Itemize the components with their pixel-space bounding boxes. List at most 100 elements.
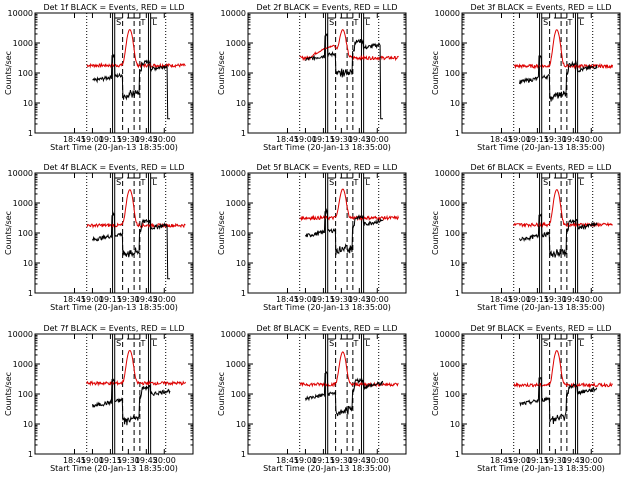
interval-label: T <box>566 178 572 187</box>
chart-panel-5: Det 5f BLACK = Events, RED = LLD Counts/s… <box>217 163 407 312</box>
y-tick-label: 100 <box>445 229 460 238</box>
y-tick-label: 1000 <box>13 39 33 48</box>
x-tick-label: 19:30 <box>544 135 567 144</box>
chart-panel-6: Det 6f BLACK = Events, RED = LLD Counts/s… <box>431 163 621 312</box>
x-tick-label: 20:00 <box>580 295 603 304</box>
x-axis-label: Start Time (20-Jan-13 18:35:00) <box>477 464 605 473</box>
events-series-black <box>305 207 384 256</box>
x-axis-label: Start Time (20-Jan-13 18:35:00) <box>477 303 605 312</box>
y-axis-label: Counts/sec <box>217 372 226 416</box>
x-axis-label: Start Time (20-Jan-13 18:35:00) <box>263 464 391 473</box>
x-tick-label: 18:45 <box>490 295 513 304</box>
lld-series-red <box>299 28 399 62</box>
interval-label: T <box>139 339 145 348</box>
y-axis-label: Counts/sec <box>431 211 440 255</box>
panel-title: Det 6f BLACK = Events, RED = LLD <box>470 163 611 172</box>
interval-label: S <box>116 339 121 348</box>
lld-series-red <box>513 350 613 389</box>
interval-label: S <box>543 339 548 348</box>
x-tick-label: 19:45 <box>562 456 585 465</box>
interval-label: S <box>329 18 334 27</box>
y-tick-label: 10 <box>23 99 33 108</box>
x-tick-label: 18:45 <box>490 135 513 144</box>
interval-label: L <box>365 18 370 27</box>
y-tick-label: 10000 <box>8 9 33 18</box>
interval-label: T <box>352 339 358 348</box>
x-tick-label: 19:15 <box>312 295 335 304</box>
x-tick-label: 19:15 <box>99 135 122 144</box>
y-tick-label: 100 <box>445 69 460 78</box>
lld-series-red <box>513 29 613 70</box>
y-tick-label: 10 <box>236 99 246 108</box>
x-tick-label: 19:45 <box>348 456 371 465</box>
x-tick-label: 19:30 <box>544 295 567 304</box>
y-tick-label: 1000 <box>226 39 246 48</box>
x-axis-label: Start Time (20-Jan-13 18:35:00) <box>50 303 178 312</box>
y-tick-label: 1 <box>28 129 33 138</box>
y-tick-label: 10 <box>450 99 460 108</box>
x-tick-label: 19:45 <box>135 135 158 144</box>
y-tick-label: 10000 <box>221 330 246 339</box>
x-tick-label: 18:45 <box>63 456 86 465</box>
interval-label: S <box>329 339 334 348</box>
y-tick-label: 1000 <box>226 360 246 369</box>
x-tick-label: 18:45 <box>490 456 513 465</box>
y-tick-label: 10 <box>23 259 33 268</box>
panel-title: Det 5f BLACK = Events, RED = LLD <box>256 163 397 172</box>
y-tick-label: 10000 <box>435 330 460 339</box>
lld-series-red <box>86 189 186 229</box>
y-tick-label: 10 <box>23 420 33 429</box>
interval-label: L <box>579 18 584 27</box>
chart-panel-1: Det 1f BLACK = Events, RED = LLD Counts/s… <box>4 3 194 152</box>
y-axis-label: Counts/sec <box>217 211 226 255</box>
y-axis-label: Counts/sec <box>431 51 440 95</box>
interval-label: L <box>152 18 157 27</box>
x-tick-label: 19:15 <box>99 456 122 465</box>
lld-series-red <box>299 351 399 388</box>
x-tick-label: 18:45 <box>276 456 299 465</box>
lld-series-red <box>513 189 613 229</box>
y-tick-label: 1 <box>455 450 460 459</box>
y-tick-label: 1 <box>241 129 246 138</box>
y-tick-label: 100 <box>231 69 246 78</box>
plot-frame <box>247 172 407 294</box>
events-series-black <box>92 53 170 120</box>
y-tick-label: 100 <box>445 390 460 399</box>
panel-title: Det 3f BLACK = Events, RED = LLD <box>470 3 611 12</box>
interval-label: T <box>566 339 572 348</box>
x-tick-label: 19:00 <box>508 135 531 144</box>
interval-label: L <box>152 339 157 348</box>
x-tick-label: 19:45 <box>135 456 158 465</box>
panel-title: Det 1f BLACK = Events, RED = LLD <box>43 3 184 12</box>
y-tick-label: 1 <box>241 450 246 459</box>
y-tick-label: 10000 <box>435 9 460 18</box>
x-tick-label: 19:15 <box>99 295 122 304</box>
x-tick-label: 20:00 <box>153 135 176 144</box>
events-series-black <box>519 213 598 258</box>
y-tick-label: 10000 <box>221 9 246 18</box>
y-tick-label: 10 <box>450 420 460 429</box>
x-axis-label: Start Time (20-Jan-13 18:35:00) <box>477 143 605 152</box>
x-tick-label: 19:00 <box>294 295 317 304</box>
x-tick-label: 19:30 <box>330 295 353 304</box>
plot-frame <box>34 172 194 294</box>
x-tick-label: 18:45 <box>276 295 299 304</box>
interval-label: T <box>139 18 145 27</box>
interval-label: T <box>352 178 358 187</box>
y-tick-label: 1 <box>28 450 33 459</box>
y-tick-label: 100 <box>231 390 246 399</box>
x-tick-label: 20:00 <box>153 456 176 465</box>
x-tick-label: 19:30 <box>117 135 140 144</box>
interval-label: L <box>365 178 370 187</box>
x-axis-label: Start Time (20-Jan-13 18:35:00) <box>263 303 391 312</box>
plot-frame <box>247 12 407 134</box>
interval-label: L <box>365 339 370 348</box>
x-tick-label: 19:30 <box>117 456 140 465</box>
y-tick-label: 1000 <box>13 199 33 208</box>
x-tick-label: 20:00 <box>366 295 389 304</box>
events-series-black <box>92 378 171 426</box>
y-tick-label: 100 <box>18 390 33 399</box>
x-tick-label: 18:45 <box>63 295 86 304</box>
plot-frame <box>461 12 621 134</box>
y-tick-label: 1 <box>241 289 246 298</box>
